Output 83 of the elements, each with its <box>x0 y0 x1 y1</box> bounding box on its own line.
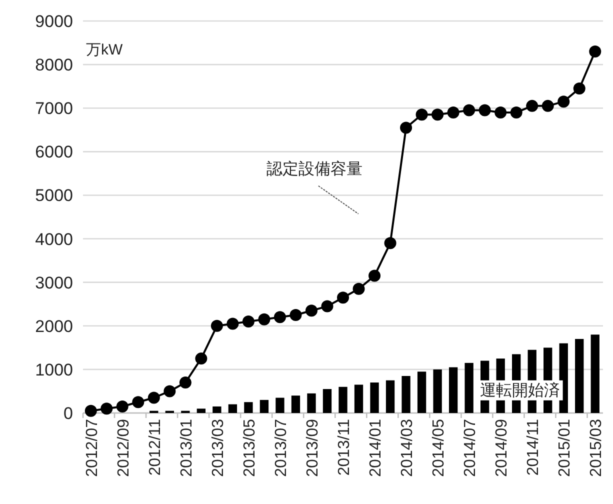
point <box>494 106 507 118</box>
y-tick-label: 5000 <box>35 186 73 206</box>
point <box>116 400 128 412</box>
x-tick-label: 2013/11 <box>336 418 353 476</box>
point <box>558 96 570 108</box>
x-tick-label: 2013/01 <box>178 418 196 477</box>
point <box>352 282 365 295</box>
point <box>132 396 144 408</box>
x-tick-label: 2015/01 <box>556 418 574 477</box>
bar <box>354 384 364 413</box>
x-tick-label: 2014/07 <box>462 418 480 477</box>
point <box>384 237 396 250</box>
bar <box>276 398 284 413</box>
bar <box>590 334 600 413</box>
y-tick-label: 7000 <box>35 99 73 118</box>
x-tick-label: 2012/11 <box>146 418 164 476</box>
y-tick-label: 2000 <box>35 316 73 336</box>
point <box>478 104 491 116</box>
bar <box>338 386 348 413</box>
y-tick-label: 4000 <box>35 230 73 249</box>
point <box>195 352 208 365</box>
bar <box>433 369 442 413</box>
point <box>321 300 334 312</box>
point <box>274 311 286 324</box>
bar <box>307 393 316 413</box>
point <box>179 376 192 389</box>
point <box>226 318 239 330</box>
point <box>337 292 349 304</box>
point <box>305 304 318 317</box>
point <box>258 313 270 326</box>
x-tick-label: 2012/09 <box>115 418 132 477</box>
bar <box>212 406 222 413</box>
x-tick-label: 2013/09 <box>304 418 322 477</box>
bar <box>370 382 379 413</box>
point <box>432 108 444 121</box>
y-tick-label: 3000 <box>35 273 73 292</box>
bar <box>575 338 584 413</box>
y-tick-label: 1000 <box>35 360 73 380</box>
x-tick-label: 2014/11 <box>525 418 542 476</box>
bar <box>228 404 238 413</box>
point <box>100 402 113 415</box>
x-tick-label: 2015/03 <box>588 418 606 477</box>
point <box>148 392 160 404</box>
x-tick-label: 2014/09 <box>494 418 511 477</box>
point <box>242 316 254 328</box>
x-tick-label: 2014/01 <box>368 418 385 477</box>
point <box>542 100 554 112</box>
point <box>463 104 476 116</box>
y-tick-label: 6000 <box>35 142 73 162</box>
x-tick-label: 2014/03 <box>399 418 416 477</box>
point <box>589 45 602 58</box>
point <box>164 385 176 398</box>
x-tick-label: 2014/05 <box>430 418 448 477</box>
point <box>290 309 302 321</box>
series-label: 運転開始済 <box>480 381 560 400</box>
bar <box>244 402 253 413</box>
x-tick-label: 2013/05 <box>241 418 258 477</box>
point <box>510 106 522 118</box>
bar <box>260 400 269 413</box>
bar <box>417 372 426 413</box>
point <box>84 404 97 417</box>
point <box>573 82 586 95</box>
point <box>416 108 428 121</box>
text: 認定設備容量 <box>266 160 362 178</box>
point <box>400 122 412 134</box>
bar <box>196 408 206 413</box>
x-tick-label: 2012/07 <box>84 418 101 477</box>
bar <box>291 396 300 413</box>
bar <box>386 380 395 413</box>
bar <box>322 389 332 413</box>
y-tick-label: 8000 <box>35 56 73 75</box>
y-tick-label: 0 <box>64 404 73 423</box>
bar <box>448 367 458 413</box>
x-tick-label: 2013/07 <box>272 418 290 477</box>
point <box>526 100 538 112</box>
point <box>210 320 223 332</box>
bar <box>464 362 474 413</box>
y-tick-label: 9000 <box>35 12 73 31</box>
x-tick-label: 2013/03 <box>210 418 227 477</box>
y-axis-title: 万kW <box>86 41 124 58</box>
point <box>368 270 381 282</box>
bar <box>402 376 410 413</box>
point <box>447 106 460 118</box>
